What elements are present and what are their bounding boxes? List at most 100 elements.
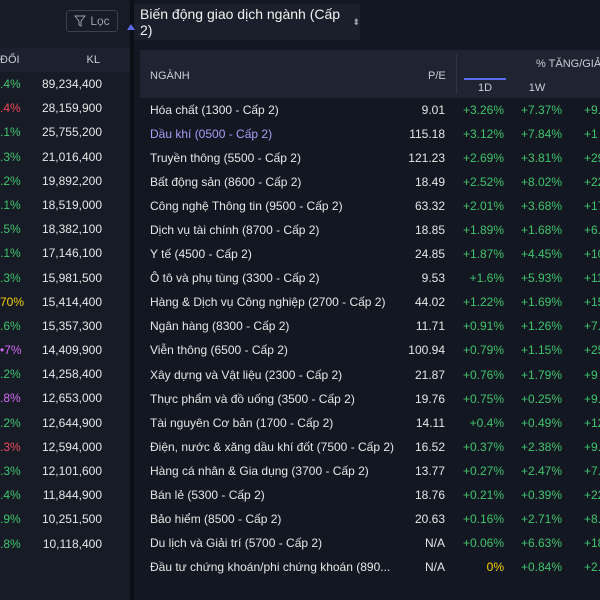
stock-change: .1% (0, 246, 21, 261)
col-1d-header[interactable]: 1D (460, 78, 510, 98)
sector-name: Viễn thông (6500 - Cấp 2) (150, 343, 288, 358)
sector-row[interactable]: Y tế (4500 - Cấp 2) 24.85 +1.87% +4.45% +10 (140, 242, 600, 266)
sector-pe: N/A (424, 559, 445, 574)
filter-button[interactable]: Lọc (66, 10, 118, 32)
sector-row[interactable]: Bất động sản (8600 - Cấp 2) 18.49 +2.52% +8… (140, 170, 600, 194)
stock-change: .6% (0, 318, 21, 333)
sector-row[interactable]: Dầu khí (0500 - Cấp 2) 115.18 +3.12% +7.84%… (140, 122, 600, 146)
stock-row[interactable]: .3% 12,594,000 (0, 435, 130, 459)
sector-row[interactable]: Hàng & Dịch vụ Công nghiệp (2700 - Cấp 2… (140, 290, 600, 314)
sector-change-1d: +2.01% (462, 199, 504, 214)
sector-name: Bán lẻ (5300 - Cấp 2) (150, 487, 265, 502)
col-volume-header[interactable]: KL (86, 54, 100, 66)
sector-pe: 21.87 (414, 367, 445, 382)
sector-row[interactable]: Viễn thông (6500 - Cấp 2) 100.94 +0.79% +1.… (140, 338, 600, 362)
col-1w-header[interactable]: 1W (512, 78, 562, 98)
col-pe-header[interactable]: P/E (428, 70, 446, 82)
stock-change: .3% (0, 270, 21, 285)
sector-rows: Hóa chất (1300 - Cấp 2) 9.01 +3.26% +7.37% +… (140, 98, 600, 579)
sector-change-1w: +2.47% (520, 463, 562, 478)
sector-row[interactable]: Hàng cá nhân & Gia dụng (3700 - Cấp 2) 13… (140, 459, 600, 483)
panel-divider[interactable] (130, 0, 134, 600)
stock-row[interactable]: .4% 11,844,900 (0, 483, 130, 507)
stock-row[interactable]: .9% 10,251,500 (0, 507, 130, 531)
stock-row[interactable]: .2% 19,892,200 (0, 169, 130, 193)
stock-change: .8% (0, 536, 21, 551)
sector-row[interactable]: Bảo hiểm (8500 - Cấp 2) 20.63 +0.16% +2.71%… (140, 507, 600, 531)
stock-list: .4% 89,234,400 .4% 28,159,900 .1% 25,755,200.… (0, 72, 130, 556)
sector-change-next: +2. (584, 559, 600, 574)
stock-row[interactable]: .3% 21,016,400 (0, 145, 130, 169)
stock-row[interactable]: •7% 14,409,900 (0, 338, 130, 362)
stock-row[interactable]: .3% 12,101,600 (0, 459, 130, 483)
col-change-header[interactable]: ĐỔI (0, 54, 20, 66)
stock-volume: 14,409,900 (41, 343, 102, 358)
stock-row[interactable]: .4% 89,234,400 (0, 72, 130, 96)
sector-change-next: +22 (584, 175, 600, 190)
sector-row[interactable]: Tài nguyên Cơ bản (1700 - Cấp 2) 14.11 +0.… (140, 411, 600, 435)
stock-volume: 10,118,400 (42, 536, 102, 551)
sector-name: Dầu khí (0500 - Cấp 2) (150, 127, 273, 142)
header-separator (456, 54, 457, 94)
sector-table-header: NGÀNH P/E % TĂNG/GIẢM 1D 1W (140, 50, 600, 98)
stock-row[interactable]: .8% 12,653,000 (0, 386, 130, 410)
stock-volume: 19,892,200 (41, 173, 102, 188)
stock-change: .1% (0, 125, 21, 140)
sector-row[interactable]: Du lịch và Giải trí (5700 - Cấp 2) N/A +0.… (140, 531, 600, 555)
sector-row[interactable]: Đầu tư chứng khoán/phi chứng khoán (890.… (140, 555, 600, 579)
sector-row[interactable]: Hóa chất (1300 - Cấp 2) 9.01 +3.26% +7.37% +… (140, 98, 600, 122)
stock-volume: 15,414,400 (41, 294, 102, 309)
sector-change-1d: +2.52% (462, 175, 504, 190)
col-sector-header[interactable]: NGÀNH (150, 70, 190, 82)
sector-row[interactable]: Bán lẻ (5300 - Cấp 2) 18.76 +0.21% +0.39% +2… (140, 483, 600, 507)
sector-row[interactable]: Thực phẩm và đồ uống (3500 - Cấp 2) 19.76… (140, 387, 600, 411)
sector-change-1w: +1.26% (520, 319, 562, 334)
sector-pe: 121.23 (408, 151, 445, 166)
stock-row[interactable]: .3% 15,981,500 (0, 266, 130, 290)
stock-change: .3% (0, 464, 21, 478)
sector-row[interactable]: Dịch vụ tài chính (8700 - Cấp 2) 18.85 +1.… (140, 218, 600, 242)
sector-row[interactable]: Ngân hàng (8300 - Cấp 2) 11.71 +0.91% +1.26… (140, 314, 600, 338)
sector-dropdown[interactable]: Biến động giao dịch ngành (Cấp 2) ⬍ (127, 4, 360, 40)
sector-pe: 20.63 (414, 511, 445, 526)
sector-pe: 18.76 (414, 487, 445, 502)
stock-row[interactable]: .6% 15,357,300 (0, 314, 130, 338)
sector-pe: 9.01 (421, 103, 445, 117)
sector-name: Truyền thông (5500 - Cấp 2) (150, 151, 301, 166)
sort-indicator (464, 78, 506, 80)
sector-change-1w: +7.84% (520, 127, 562, 142)
sector-change-next: +25 (584, 343, 600, 358)
sector-name: Du lịch và Giải trí (5700 - Cấp 2) (150, 535, 323, 550)
sector-change-1d: +0.21% (462, 487, 504, 502)
sector-change-next: +29 (584, 151, 600, 166)
stock-row[interactable]: .1% 18,519,000 (0, 193, 130, 217)
stock-volume: 12,101,600 (41, 464, 102, 478)
sector-pe: 13.77 (414, 463, 445, 478)
sector-pe: 18.85 (414, 223, 445, 238)
stock-row[interactable]: .2% 14,258,400 (0, 362, 130, 386)
sector-name: Y tế (4500 - Cấp 2) (150, 247, 252, 262)
stock-row[interactable]: .8% 10,118,400 (0, 532, 130, 556)
stock-volume: 89,234,400 (41, 77, 102, 91)
sector-change-1d: +0.16% (462, 511, 504, 526)
sector-row[interactable]: Truyền thông (5500 - Cấp 2) 121.23 +2.69% +… (140, 146, 600, 170)
sector-name: Đầu tư chứng khoán/phi chứng khoán (890.… (150, 559, 391, 574)
stock-volume: 12,644,900 (41, 415, 102, 430)
stock-row[interactable]: .1% 25,755,200 (0, 120, 130, 144)
sector-row[interactable]: Xây dựng và Vật liệu (2300 - Cấp 2) 21.87… (140, 363, 600, 387)
sector-row[interactable]: Điện, nước & xăng dầu khí đốt (7500 - Cấ… (140, 435, 600, 459)
sector-row[interactable]: Ô tô và phụ tùng (3300 - Cấp 2) 9.53 +1.6%… (140, 266, 600, 290)
stock-row[interactable]: .5% 18,382,100 (0, 217, 130, 241)
stock-row[interactable]: .4% 28,159,900 (0, 96, 130, 120)
stock-row[interactable]: .1% 17,146,100 (0, 241, 130, 265)
stock-row[interactable]: 70% 15,414,400 (0, 290, 130, 314)
sector-change-1w: +6.63% (520, 535, 562, 550)
sector-name: Dịch vụ tài chính (8700 - Cấp 2) (150, 223, 320, 238)
stock-change: .2% (0, 173, 21, 188)
sector-row[interactable]: Công nghệ Thông tin (9500 - Cấp 2) 63.32 +… (140, 194, 600, 218)
col-1w-label: 1W (528, 82, 546, 94)
stock-volume: 25,755,200 (41, 125, 102, 140)
sector-change-1w: +8.02% (520, 175, 562, 190)
sector-change-1w: +1.79% (520, 367, 562, 382)
stock-row[interactable]: .2% 12,644,900 (0, 411, 130, 435)
